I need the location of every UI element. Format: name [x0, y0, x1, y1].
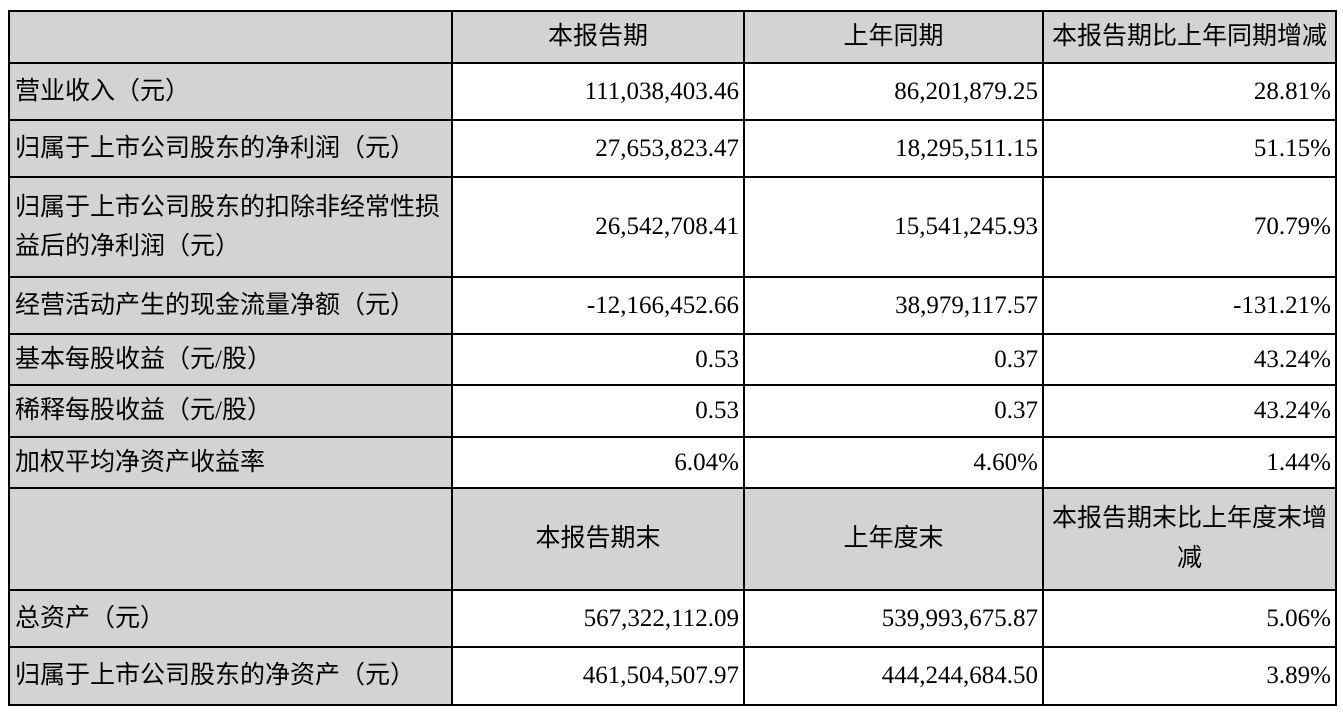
cell-revenue-prior: 86,201,879.25	[743, 62, 1044, 121]
cell-total-assets-prior: 539,993,675.87	[743, 589, 1044, 648]
cell-cash-flow-prior: 38,979,117.57	[743, 276, 1044, 335]
cell-net-assets-label: 归属于上市公司股东的净资产（元）	[8, 646, 453, 706]
cell-basic-eps-label: 基本每股收益（元/股）	[8, 333, 453, 386]
cell-cash-flow-change: -131.21%	[1042, 276, 1337, 335]
cell-basic-eps-change: 43.24%	[1042, 333, 1337, 386]
cell-diluted-eps-change: 43.24%	[1042, 384, 1337, 438]
cell-revenue-change: 28.81%	[1042, 62, 1337, 121]
cell-net-profit-label: 归属于上市公司股东的净利润（元）	[8, 119, 453, 178]
cell-total-assets-change: 5.06%	[1042, 589, 1337, 648]
cell-diluted-eps-label: 稀释每股收益（元/股）	[8, 384, 453, 438]
cell-basic-eps-prior: 0.37	[743, 333, 1044, 386]
header-current-period: 本报告期	[451, 10, 745, 64]
cell-net-profit-prior: 18,295,511.15	[743, 119, 1044, 178]
cell-cash-flow-current: -12,166,452.66	[451, 276, 745, 335]
cell-net-assets-prior: 444,244,684.50	[743, 646, 1044, 706]
cell-roe-change: 1.44%	[1042, 436, 1337, 489]
cell-diluted-eps-prior: 0.37	[743, 384, 1044, 438]
cell-net-profit-excl-change: 70.79%	[1042, 176, 1337, 278]
cell-roe-label: 加权平均净资产收益率	[8, 436, 453, 489]
header-prior-period: 上年同期	[743, 10, 1044, 64]
table-row-weighted-avg-roe: 加权平均净资产收益率 6.04% 4.60% 1.44%	[8, 436, 1337, 489]
cell-cash-flow-label: 经营活动产生的现金流量净额（元）	[8, 276, 453, 335]
cell-total-assets-label: 总资产（元）	[8, 589, 453, 648]
table-row-diluted-eps: 稀释每股收益（元/股） 0.53 0.37 43.24%	[8, 384, 1337, 438]
cell-revenue-current: 111,038,403.46	[451, 62, 745, 121]
header-row-period-end: 本报告期末 上年度末 本报告期末比上年度末增减	[8, 487, 1337, 591]
table-row-net-profit: 归属于上市公司股东的净利润（元） 27,653,823.47 18,295,51…	[8, 119, 1337, 178]
cell-net-profit-excl-prior: 15,541,245.93	[743, 176, 1044, 278]
cell-diluted-eps-current: 0.53	[451, 384, 745, 438]
cell-net-profit-excl-current: 26,542,708.41	[451, 176, 745, 278]
header-period-end-change: 本报告期末比上年度末增减	[1042, 487, 1337, 591]
header-current-period-end: 本报告期末	[451, 487, 745, 591]
cell-net-assets-current: 461,504,507.97	[451, 646, 745, 706]
financial-summary-table: 本报告期 上年同期 本报告期比上年同期增减 营业收入（元） 111,038,40…	[8, 10, 1337, 706]
cell-roe-prior: 4.60%	[743, 436, 1044, 489]
cell-total-assets-current: 567,322,112.09	[451, 589, 745, 648]
header-period-change: 本报告期比上年同期增减	[1042, 10, 1337, 64]
header-empty-cell	[8, 10, 453, 64]
cell-net-assets-change: 3.89%	[1042, 646, 1337, 706]
table-row-net-profit-excl-nonrecurring: 归属于上市公司股东的扣除非经常性损益后的净利润（元） 26,542,708.41…	[8, 176, 1337, 278]
cell-revenue-label: 营业收入（元）	[8, 62, 453, 121]
header-row-period: 本报告期 上年同期 本报告期比上年同期增减	[8, 10, 1337, 64]
cell-net-profit-current: 27,653,823.47	[451, 119, 745, 178]
header-prior-year-end: 上年度末	[743, 487, 1044, 591]
header2-empty-cell	[8, 487, 453, 591]
cell-net-profit-change: 51.15%	[1042, 119, 1337, 178]
table-row-total-assets: 总资产（元） 567,322,112.09 539,993,675.87 5.0…	[8, 589, 1337, 648]
table-row-revenue: 营业收入（元） 111,038,403.46 86,201,879.25 28.…	[8, 62, 1337, 121]
cell-basic-eps-current: 0.53	[451, 333, 745, 386]
table-row-operating-cash-flow: 经营活动产生的现金流量净额（元） -12,166,452.66 38,979,1…	[8, 276, 1337, 335]
cell-net-profit-excl-label: 归属于上市公司股东的扣除非经常性损益后的净利润（元）	[8, 176, 453, 278]
table-row-basic-eps: 基本每股收益（元/股） 0.53 0.37 43.24%	[8, 333, 1337, 386]
cell-roe-current: 6.04%	[451, 436, 745, 489]
table-row-net-assets: 归属于上市公司股东的净资产（元） 461,504,507.97 444,244,…	[8, 646, 1337, 706]
